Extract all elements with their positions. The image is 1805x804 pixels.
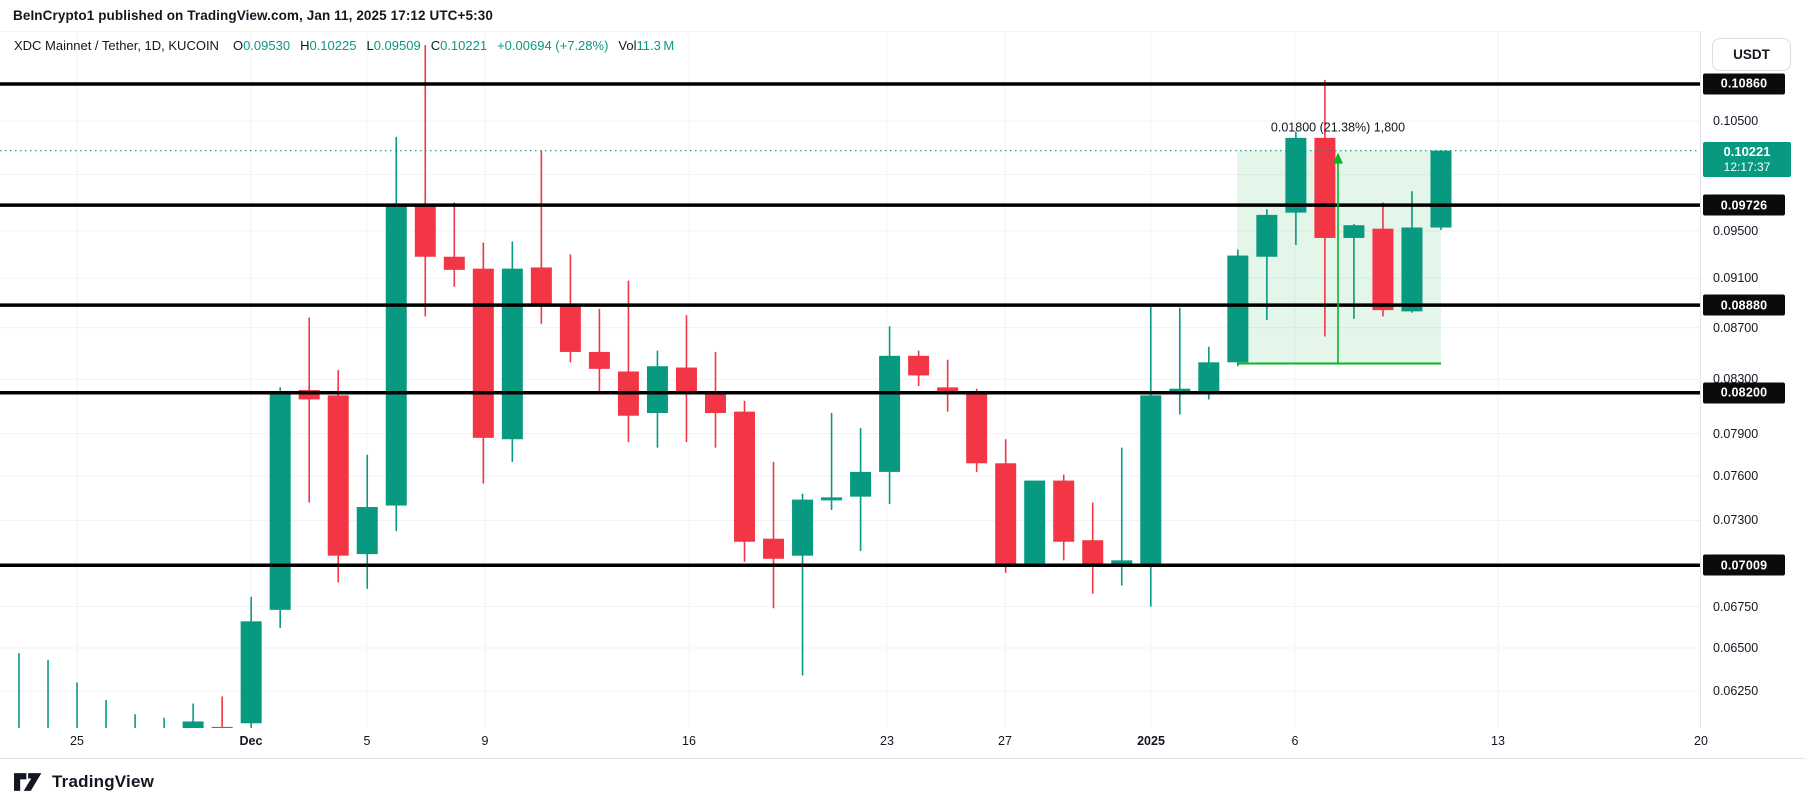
bar-countdown-timer: 12:17:37 xyxy=(1723,159,1771,174)
price-level-badge: 0.08200 xyxy=(1703,382,1785,404)
time-tick-label: Dec xyxy=(239,734,263,748)
time-tick-label: 27 xyxy=(998,734,1012,748)
candle-body xyxy=(298,390,320,400)
time-tick-label: 20 xyxy=(1694,734,1708,748)
time-tick-label: 5 xyxy=(363,734,371,748)
tradingview-brand[interactable]: TradingView xyxy=(14,772,154,792)
candle-body xyxy=(704,392,726,414)
time-tick-label: 23 xyxy=(880,734,894,748)
time-axis[interactable]: 25 Dec 5 9 16 23 27 2025 6 13 20 xyxy=(0,728,1805,758)
candle-body xyxy=(530,267,552,304)
candle-body xyxy=(821,497,843,501)
publish-status-bar: BeInCrypto1 published on TradingView.com… xyxy=(0,0,1805,32)
time-tick-label: 2025 xyxy=(1137,734,1165,748)
candle-body xyxy=(1372,228,1394,311)
tradingview-brand-text: TradingView xyxy=(52,771,155,791)
price-tick-label: 0.09100 xyxy=(1713,271,1759,286)
candle-body xyxy=(182,721,204,728)
candle-body xyxy=(908,355,930,376)
candle-body xyxy=(414,203,436,257)
candle-body xyxy=(1053,480,1075,542)
ohlc-pair: H0.10225 xyxy=(300,38,357,53)
time-tick-label: 9 xyxy=(481,734,489,748)
ohlc-values: O0.09530 H0.10225 L0.09509 C0.10221 +0.00694… xyxy=(233,38,618,53)
publish-status-text: BeInCrypto1 published on TradingView.com… xyxy=(13,8,493,23)
candle-body xyxy=(1169,388,1191,393)
price-tick-label: 0.06500 xyxy=(1713,641,1759,656)
candle-body xyxy=(1082,540,1104,567)
price-axis[interactable]: USDT 0.10500 0.09500 0.09100 0.08700 0.08300… xyxy=(1700,31,1805,758)
candle-body xyxy=(443,256,465,270)
measured-range-label: 0.01800 (21.38%) 1,800 xyxy=(1271,121,1405,135)
candle-body xyxy=(792,499,814,556)
price-level-badge: 0.09726 xyxy=(1703,194,1785,216)
price-tick-label: 0.07600 xyxy=(1713,469,1759,484)
candle-body xyxy=(966,392,988,464)
current-price-value: 0.10221 xyxy=(1723,143,1771,159)
price-level-badge: 0.07009 xyxy=(1703,554,1785,576)
candle-body xyxy=(1024,480,1046,564)
candle-body xyxy=(1401,227,1423,312)
currency-toggle-button[interactable]: USDT xyxy=(1712,38,1791,71)
price-tick-label: 0.10500 xyxy=(1713,114,1759,128)
price-tick-label: 0.07900 xyxy=(1713,426,1759,441)
candle-body xyxy=(501,268,523,440)
candle-body xyxy=(1198,362,1220,392)
time-tick-label: 16 xyxy=(682,734,696,748)
price-tick-label: 0.06250 xyxy=(1713,684,1759,699)
candle-body xyxy=(559,306,581,352)
footer-bar: TradingView xyxy=(0,758,1805,804)
measured-range-arrowhead xyxy=(1333,152,1343,164)
candle-body xyxy=(1285,137,1307,213)
price-level-badge: 0.08880 xyxy=(1703,294,1785,316)
candle-body xyxy=(240,621,262,724)
candle-body xyxy=(1140,395,1162,564)
candle-body xyxy=(588,351,610,369)
ohlc-pair: O0.09530 xyxy=(232,38,291,53)
candle-body xyxy=(472,268,494,438)
candlestick-chart[interactable]: 0.01800 (21.38%) 1,800 xyxy=(0,31,1700,728)
price-tick-label: 0.08700 xyxy=(1713,320,1759,335)
candle-body xyxy=(356,507,378,555)
candle-body xyxy=(937,387,959,392)
symbol-legend[interactable]: XDC Mainnet / Tether, 1D, KUCOIN O0.0953… xyxy=(14,38,684,53)
time-tick-label: 25 xyxy=(70,734,84,748)
candle-body xyxy=(327,395,349,556)
price-tick-label: 0.07300 xyxy=(1713,513,1759,528)
chart-pane[interactable]: 0.01800 (21.38%) 1,800 xyxy=(0,31,1700,728)
candle-body xyxy=(1314,137,1336,238)
candle-body xyxy=(1430,150,1452,228)
ohlc-pair: +0.00694 (+7.28%) xyxy=(497,38,609,53)
time-tick-label: 6 xyxy=(1291,734,1299,748)
candle-body xyxy=(995,463,1017,566)
candle-body xyxy=(1343,225,1365,238)
candle-body xyxy=(211,726,233,728)
ohlc-pair: L0.09509 xyxy=(366,38,421,53)
candle-body xyxy=(675,367,697,393)
candle-body xyxy=(1256,214,1278,257)
price-level-badge: 0.10860 xyxy=(1703,73,1785,95)
tradingview-logo-icon xyxy=(14,772,42,791)
ohlc-pair: C0.10221 xyxy=(430,38,488,53)
candle-body xyxy=(1227,255,1249,363)
current-price-badge: 0.10221 12:17:37 xyxy=(1703,141,1791,177)
time-tick-label: 13 xyxy=(1491,734,1505,748)
candle-body xyxy=(850,471,872,497)
candle-body xyxy=(763,538,785,559)
volume-value: Vol11.3 M xyxy=(618,38,675,53)
price-tick-label: 0.06750 xyxy=(1713,599,1759,614)
candle-body xyxy=(269,392,291,610)
candle-body xyxy=(646,366,668,414)
candle-body xyxy=(879,355,901,472)
price-tick-label: 0.09500 xyxy=(1713,223,1759,238)
symbol-title[interactable]: XDC Mainnet / Tether, 1D, KUCOIN xyxy=(14,38,219,53)
candle-body xyxy=(734,411,755,542)
candle-body xyxy=(385,204,407,506)
